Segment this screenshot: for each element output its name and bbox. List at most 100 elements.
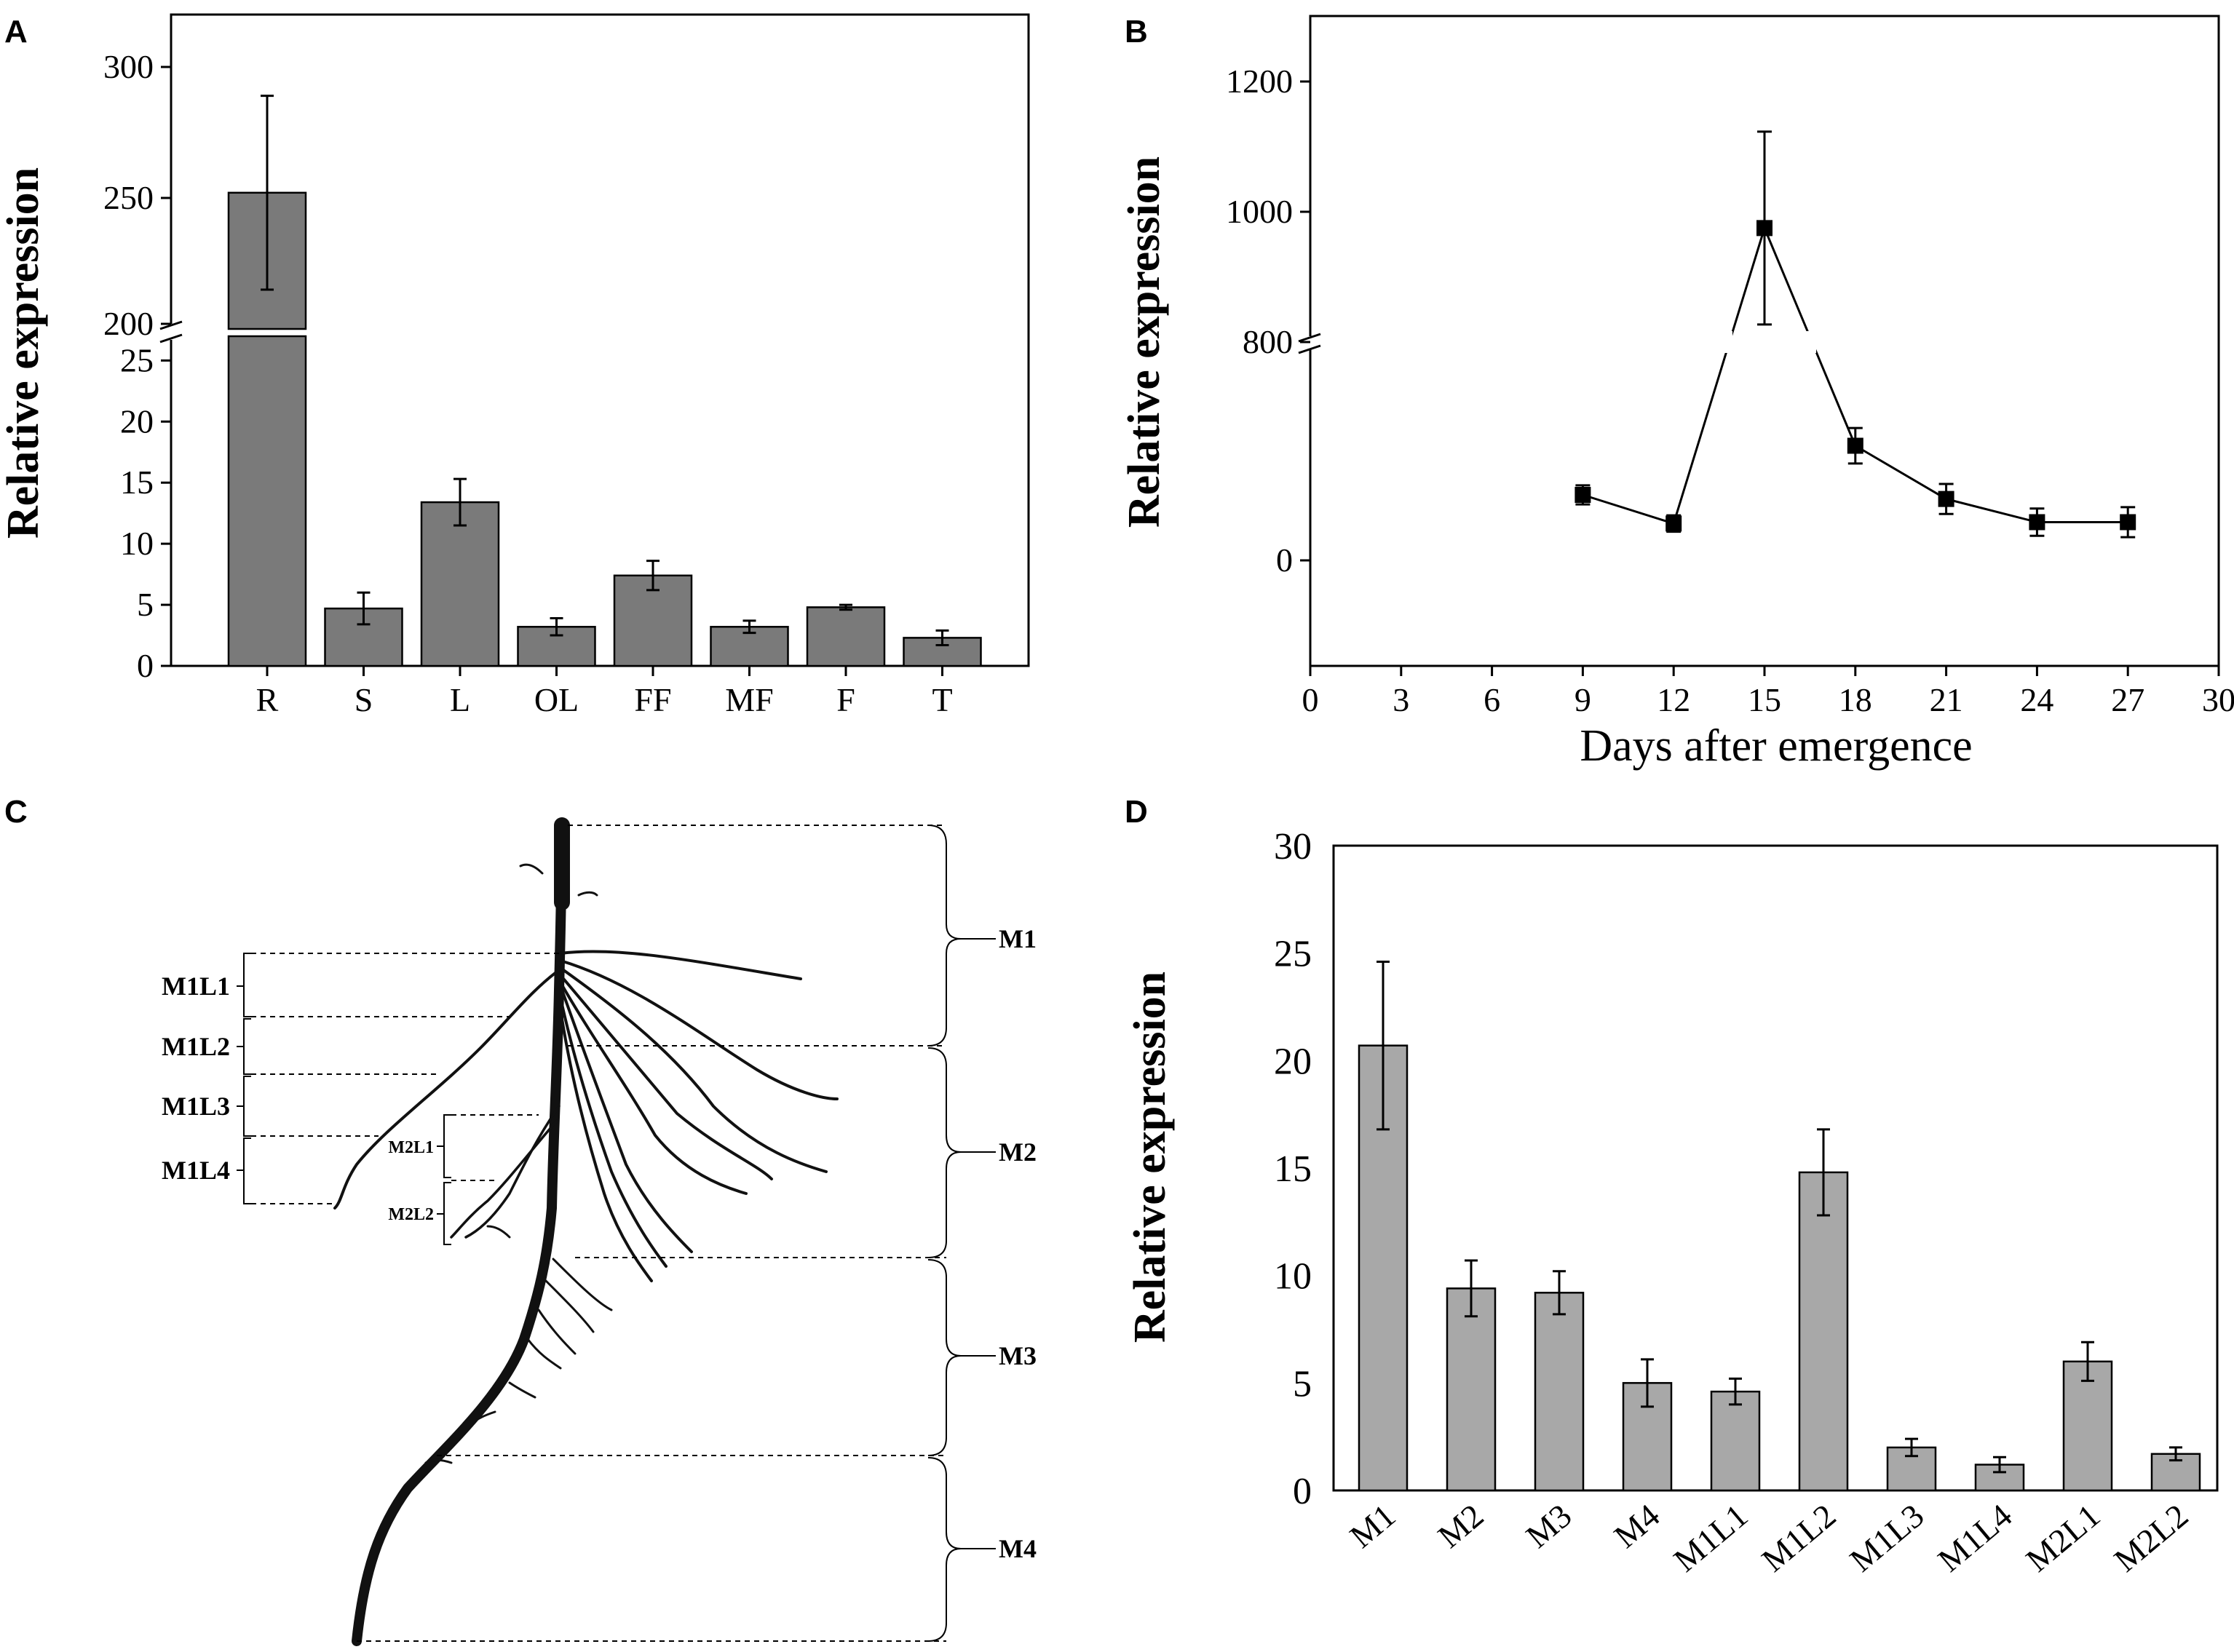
series-line-segment bbox=[1672, 227, 1766, 524]
bar bbox=[227, 335, 307, 667]
bar bbox=[1534, 1292, 1585, 1492]
axis-break-mark-b bbox=[1298, 344, 1321, 354]
segment-label-m1l2: M1L2 bbox=[162, 1032, 230, 1061]
x-axis-label-b: Days after emergence bbox=[1580, 721, 1972, 771]
x-tick-label: OL bbox=[534, 681, 579, 718]
segment-label-m1l3: M1L3 bbox=[162, 1092, 230, 1121]
plot-frame-d bbox=[1332, 844, 2219, 1492]
segment-label-m1: M1 bbox=[999, 924, 1037, 953]
plot-frame-b bbox=[1309, 15, 2220, 667]
axis-break-mark-a bbox=[159, 320, 183, 330]
y-tick-label: 5 bbox=[1293, 1363, 1312, 1405]
x-tick-label: M2L2 bbox=[2107, 1497, 2195, 1579]
data-point bbox=[2029, 514, 2045, 531]
x-tick-label: M1L4 bbox=[1931, 1497, 2019, 1579]
bar bbox=[1798, 1171, 1849, 1492]
x-tick-label: L bbox=[450, 681, 470, 718]
x-tick-label: 12 bbox=[1657, 681, 1690, 718]
bar bbox=[2062, 1360, 2113, 1492]
x-tick-label: 24 bbox=[2020, 681, 2053, 718]
x-tick-label: M4 bbox=[1607, 1497, 1667, 1555]
x-tick-label: M2L1 bbox=[2019, 1497, 2107, 1579]
chart-panel-d: M1 M2 M3 M4 M1L1 M1L2 M1L3 M1L4 M2L1 M2L2 0 5 10 15 20… bbox=[1125, 826, 2219, 1579]
series-line-segment bbox=[1582, 493, 1674, 525]
y-tick-label: 5 bbox=[137, 586, 154, 623]
x-tick-label: M3 bbox=[1519, 1497, 1579, 1555]
x-tick-label: F bbox=[836, 681, 855, 718]
x-tick-label: 30 bbox=[2202, 681, 2234, 718]
y-tick-label: 20 bbox=[1274, 1041, 1312, 1082]
y-tick-label: 20 bbox=[120, 402, 154, 440]
panel-label-a: A bbox=[4, 14, 28, 49]
segment-label-m2l1: M2L1 bbox=[388, 1138, 434, 1157]
data-point bbox=[1575, 487, 1591, 503]
segment-label-m1l1: M1L1 bbox=[162, 972, 230, 1001]
bar bbox=[806, 606, 886, 667]
y-axis-label-b: Relative expression bbox=[1120, 156, 1169, 528]
x-tick-label: 0 bbox=[1302, 681, 1319, 718]
axis-break-mark-b bbox=[1298, 333, 1321, 343]
segment-label-m2l2: M2L2 bbox=[388, 1205, 434, 1224]
y-tick-label: 25 bbox=[1274, 934, 1312, 975]
y-tick-label: 15 bbox=[1274, 1148, 1312, 1190]
bar bbox=[1446, 1287, 1497, 1492]
x-tick-label: 21 bbox=[1930, 681, 1963, 718]
axis-break-mark-a bbox=[159, 333, 183, 343]
panel-label-c: C bbox=[4, 794, 28, 830]
y-tick-label: 800 bbox=[1243, 323, 1293, 360]
bar bbox=[517, 626, 596, 667]
y-tick-label: 25 bbox=[120, 341, 154, 378]
y-tick-label: 300 bbox=[103, 48, 154, 85]
bar bbox=[420, 501, 500, 667]
y-tick-label: 0 bbox=[1276, 541, 1293, 579]
chart-panel-b: 0 3 6 9 12 15 18 21 24 27 30 0 800 1000 1200 Relative … bbox=[1120, 15, 2234, 771]
y-tick-label: 0 bbox=[1293, 1471, 1312, 1512]
x-tick-label: FF bbox=[634, 681, 671, 718]
data-point bbox=[1847, 437, 1863, 454]
line-break-gap bbox=[1794, 331, 1816, 353]
data-point bbox=[1938, 491, 1954, 507]
x-tick-label: M1L3 bbox=[1843, 1497, 1931, 1579]
lateral-roots bbox=[333, 863, 839, 1464]
y-tick-label: 30 bbox=[1274, 826, 1312, 867]
y-tick-label: 250 bbox=[103, 179, 154, 216]
x-tick-label: 15 bbox=[1748, 681, 1781, 718]
segment-label-m3: M3 bbox=[999, 1341, 1037, 1370]
root-diagram: M1 M2 M3 M4 M1L1 M1L2 M1L3 M1L4 M2L1 M2L… bbox=[162, 817, 1037, 1646]
data-point bbox=[1756, 220, 1772, 237]
segment-label-m4: M4 bbox=[999, 1534, 1037, 1563]
plot-frame-a bbox=[170, 13, 1030, 667]
data-point bbox=[1665, 515, 1682, 532]
x-tick-label: 9 bbox=[1575, 681, 1591, 718]
x-tick-label: 6 bbox=[1484, 681, 1500, 718]
y-axis-label-a: Relative expression bbox=[0, 167, 48, 539]
x-tick-label: R bbox=[256, 681, 279, 718]
x-tick-label: 27 bbox=[2111, 681, 2144, 718]
bar bbox=[710, 626, 789, 667]
y-tick-label: 1000 bbox=[1226, 193, 1293, 230]
data-point bbox=[2120, 514, 2136, 531]
main-root bbox=[352, 820, 567, 1646]
segment-label-m2: M2 bbox=[999, 1137, 1037, 1167]
line-break-gap bbox=[1711, 331, 1732, 353]
segment-label-m1l4: M1L4 bbox=[162, 1156, 230, 1185]
panel-label-b: B bbox=[1125, 14, 1148, 49]
x-tick-label: T bbox=[932, 681, 952, 718]
x-tick-label: 18 bbox=[1839, 681, 1872, 718]
series-line-segment bbox=[1855, 445, 1947, 500]
x-tick-label: S bbox=[354, 681, 373, 718]
y-axis-label-d: Relative expression bbox=[1125, 972, 1175, 1343]
x-tick-label: M1L1 bbox=[1667, 1497, 1755, 1579]
x-tick-label: MF bbox=[725, 681, 773, 718]
y-tick-label: 1200 bbox=[1226, 63, 1293, 100]
y-tick-label: 10 bbox=[120, 525, 154, 562]
x-tick-label: M1 bbox=[1343, 1497, 1403, 1555]
y-tick-label: 0 bbox=[137, 647, 154, 684]
panel-label-d: D bbox=[1125, 794, 1148, 830]
y-tick-label: 200 bbox=[103, 305, 154, 342]
y-tick-label: 10 bbox=[1274, 1256, 1312, 1298]
x-tick-label: M2 bbox=[1431, 1497, 1491, 1555]
y-tick-label: 15 bbox=[120, 464, 154, 501]
